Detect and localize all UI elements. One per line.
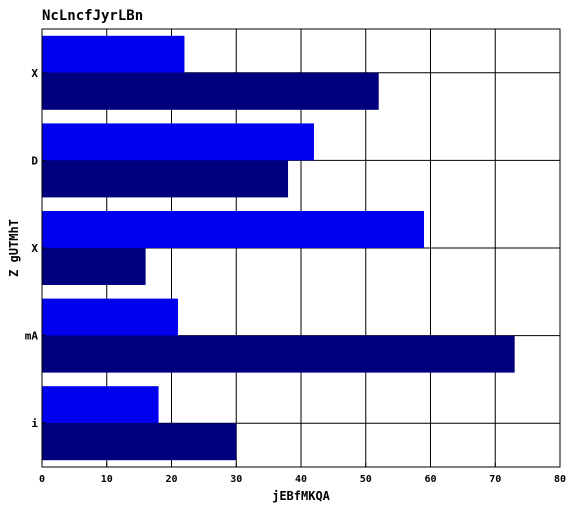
bar-series-2-2 <box>42 248 146 285</box>
x-tick-label: 50 <box>360 474 372 485</box>
bar-series-1-2 <box>42 211 425 248</box>
y-axis-ticks: X D XmA i <box>25 67 46 430</box>
y-tick-label: X <box>31 242 38 255</box>
x-tick-label: 20 <box>165 474 177 485</box>
y-tick-label: D <box>31 154 38 167</box>
y-tick-label: X <box>31 67 38 80</box>
x-tick-label: 40 <box>295 474 307 485</box>
bar-series-1-4 <box>42 386 159 424</box>
x-tick-label: 70 <box>489 474 501 485</box>
chart-title: NcLncfJyrLBn <box>42 8 143 24</box>
bar-series-2-1 <box>42 160 289 198</box>
bar-series-2-4 <box>42 423 237 461</box>
x-axis-label: jEBfMKQA <box>272 489 331 503</box>
y-tick-label: i <box>31 417 38 430</box>
x-tick-label: 0 <box>39 474 45 485</box>
y-tick-label: mA <box>25 330 39 343</box>
x-tick-label: 80 <box>554 474 566 485</box>
bar-series-1-0 <box>42 35 185 73</box>
x-axis-ticks: 0 10 20 30 40 50 60 70 80 <box>39 463 566 485</box>
bar-series-2-0 <box>42 72 379 110</box>
bar-series-2-3 <box>42 335 515 373</box>
x-tick-label: 30 <box>230 474 242 485</box>
x-tick-label: 10 <box>101 474 113 485</box>
bar-series-1-3 <box>42 298 178 336</box>
y-axis-label: Z gUTMhT <box>7 219 21 277</box>
x-tick-label: 60 <box>424 474 436 485</box>
bars <box>42 35 515 461</box>
bar-series-1-1 <box>42 123 314 161</box>
